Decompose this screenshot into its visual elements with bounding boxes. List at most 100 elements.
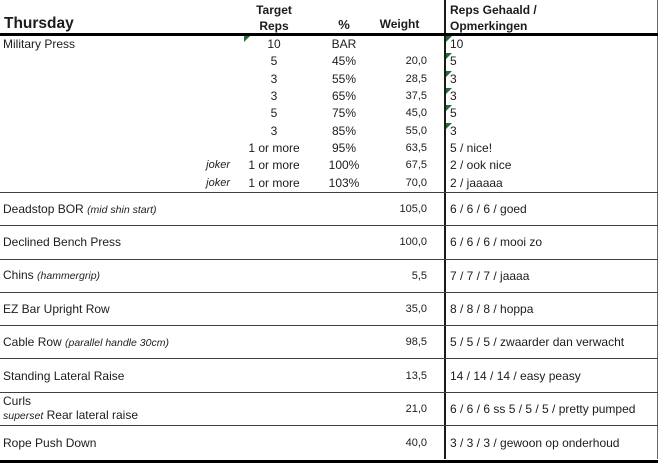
weight-cell[interactable]: 20,0 [405, 55, 427, 68]
reps-comments-header-cell[interactable]: Reps Gehaald / Opmerkingen [444, 0, 658, 33]
joker-flag[interactable] [196, 71, 232, 88]
comment-indicator-icon [446, 53, 452, 60]
weight-header-cell[interactable]: Weight [379, 17, 420, 31]
joker-flag[interactable] [196, 36, 232, 53]
gap-cell [432, 359, 444, 391]
table-row: joker 1 or more 100% 67,5 2 / ook nice [0, 157, 658, 175]
reps-comment-cell[interactable]: 5 [444, 105, 658, 123]
percent-cell[interactable]: 55% [331, 71, 357, 86]
reps-comment-cell[interactable]: 7 / 7 / 7 / jaaaa [444, 259, 658, 292]
weight-cell[interactable]: 105,0 [399, 203, 427, 216]
weight-cell[interactable]: 35,0 [405, 302, 427, 315]
weight-cell[interactable]: 63,5 [405, 141, 427, 154]
target-reps-header-line2: Reps [259, 19, 289, 33]
exercise-name-cell[interactable]: Chins (hammergrip) [3, 268, 101, 283]
comment-indicator-icon [446, 122, 452, 129]
reps-comment-cell[interactable]: 3 [444, 87, 658, 106]
exercise-name-cell[interactable]: Standing Lateral Raise [3, 368, 125, 383]
target-reps-cell[interactable]: 1 or more [248, 158, 300, 173]
percent-cell[interactable]: 95% [331, 140, 357, 155]
reps-comment-cell[interactable]: 3 [444, 122, 658, 140]
target-reps-cell[interactable]: 3 [270, 71, 278, 86]
exercise-note: (parallel handle 30cm) [65, 336, 169, 349]
exercise-name-cell[interactable]: EZ Bar Upright Row [3, 301, 110, 316]
exercise-name-cell[interactable] [0, 123, 196, 140]
exercise-name-cell[interactable]: Cable Row (parallel handle 30cm) [3, 334, 169, 349]
exercise-name-cell[interactable] [0, 157, 196, 174]
reps-comment-cell[interactable]: 6 / 6 / 6 / goed [444, 192, 658, 226]
percent-header-cell[interactable]: % [338, 17, 350, 32]
percent-cell[interactable]: 75% [331, 106, 357, 121]
reps-comment-cell[interactable]: 8 / 8 / 8 / hoppa [444, 292, 658, 326]
target-reps-cell[interactable]: 10 [232, 36, 316, 53]
weight-cell[interactable]: 37,5 [405, 89, 427, 102]
joker-flag[interactable] [196, 123, 232, 140]
joker-flag[interactable] [196, 140, 232, 157]
table-row: 1 or more 95% 63,5 5 / nice! [0, 139, 658, 158]
target-reps-cell[interactable]: 5 [270, 106, 278, 121]
target-reps-header-cell[interactable]: Target Reps [232, 0, 316, 34]
weight-cell[interactable]: 28,5 [405, 72, 427, 85]
superset-line: superset Rear lateral raise [3, 408, 138, 423]
target-reps-header-line1: Target [256, 3, 292, 17]
weight-cell[interactable]: 67,5 [405, 159, 427, 172]
exercise-name-cell[interactable]: Curls superset Rear lateral raise [0, 394, 372, 423]
exercise-name-cell[interactable] [0, 175, 196, 192]
percent-cell[interactable]: BAR [331, 37, 357, 51]
target-reps-cell[interactable]: 5 [270, 54, 278, 69]
weight-cell[interactable]: 5,5 [411, 269, 427, 282]
percent-cell[interactable]: 65% [331, 88, 357, 103]
reps-comment-cell[interactable]: 3 [444, 70, 658, 88]
reps-comment-cell[interactable]: 2 / ook nice [444, 157, 658, 175]
target-reps-cell[interactable]: 1 or more [248, 140, 300, 155]
reps-comment-cell[interactable]: 6 / 6 / 6 / mooi zo [444, 226, 658, 259]
exercise-name-cell[interactable] [0, 105, 196, 122]
weight-cell[interactable]: 40,0 [405, 436, 427, 449]
target-reps-cell[interactable]: 3 [270, 123, 278, 138]
weight-cell[interactable] [372, 36, 432, 53]
percent-cell[interactable]: 100% [328, 158, 360, 173]
reps-comment-cell[interactable]: 2 / jaaaaa [444, 174, 658, 192]
table-row: Declined Bench Press 100,0 6 / 6 / 6 / m… [0, 226, 658, 260]
joker-flag[interactable] [196, 53, 232, 70]
exercise-name-cell[interactable]: Rope Push Down [3, 435, 97, 450]
joker-flag[interactable] [196, 105, 232, 122]
weight-cell[interactable]: 21,0 [405, 402, 427, 415]
reps-comment-cell[interactable]: 3 / 3 / 3 / gewoon op onderhoud [444, 426, 658, 460]
target-reps-cell[interactable]: 1 or more [248, 175, 300, 190]
reps-comment-cell[interactable]: 5 [444, 53, 658, 71]
weight-cell[interactable]: 55,0 [405, 124, 427, 137]
reps-comment-cell[interactable]: 6 / 6 / 6 ss 5 / 5 / 5 / pretty pumped [444, 392, 658, 426]
exercise-name-cell[interactable] [0, 53, 196, 70]
table-row: Chins (hammergrip) 5,5 7 / 7 / 7 / jaaaa [0, 259, 658, 293]
reps-comment-cell[interactable]: 5 / 5 / 5 / zwaarder dan verwacht [444, 326, 658, 359]
exercise-name-cell[interactable] [0, 88, 196, 105]
reps-comment-cell[interactable]: 5 / nice! [444, 139, 658, 158]
day-header-cell[interactable]: Thursday [4, 15, 74, 32]
percent-cell[interactable]: 45% [331, 54, 357, 69]
reps-comment-cell[interactable]: 14 / 14 / 14 / easy peasy [444, 359, 658, 392]
exercise-name-cell[interactable] [0, 71, 196, 88]
weight-cell[interactable]: 100,0 [399, 236, 427, 249]
exercise-name-cell[interactable] [0, 140, 196, 157]
reps-comment-cell[interactable]: 10 [444, 36, 658, 54]
weight-cell[interactable]: 45,0 [405, 107, 427, 120]
gap-cell [432, 326, 444, 358]
joker-flag[interactable]: joker [206, 176, 230, 189]
weight-cell[interactable]: 13,5 [405, 369, 427, 382]
percent-cell[interactable]: 103% [328, 175, 360, 190]
joker-flag[interactable] [196, 88, 232, 105]
target-reps-cell[interactable]: 3 [270, 88, 278, 103]
gap-cell [432, 36, 444, 53]
exercise-name-cell[interactable]: Deadstop BOR (mid shin start) [3, 201, 157, 216]
table-row: Cable Row (parallel handle 30cm) 98,5 5 … [0, 326, 658, 360]
weight-cell[interactable]: 70,0 [405, 176, 427, 189]
weight-cell[interactable]: 98,5 [405, 336, 427, 349]
table-row: 3 55% 28,5 3 [0, 70, 658, 88]
exercise-name-cell[interactable]: Declined Bench Press [3, 235, 122, 250]
joker-flag[interactable]: joker [206, 159, 230, 172]
percent-cell[interactable]: 85% [331, 123, 357, 138]
gap-cell [432, 226, 444, 258]
exercise-name-cell[interactable]: Military Press [3, 37, 76, 51]
